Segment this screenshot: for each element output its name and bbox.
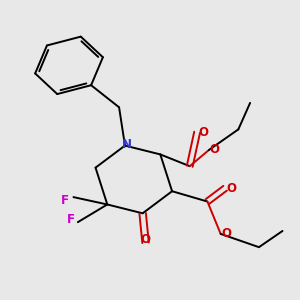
Text: N: N xyxy=(122,138,131,151)
Text: O: O xyxy=(198,126,208,139)
Text: O: O xyxy=(221,227,231,240)
Text: O: O xyxy=(226,182,237,195)
Text: F: F xyxy=(67,213,74,226)
Text: O: O xyxy=(209,143,219,157)
Text: F: F xyxy=(61,194,69,207)
Text: O: O xyxy=(141,233,151,246)
